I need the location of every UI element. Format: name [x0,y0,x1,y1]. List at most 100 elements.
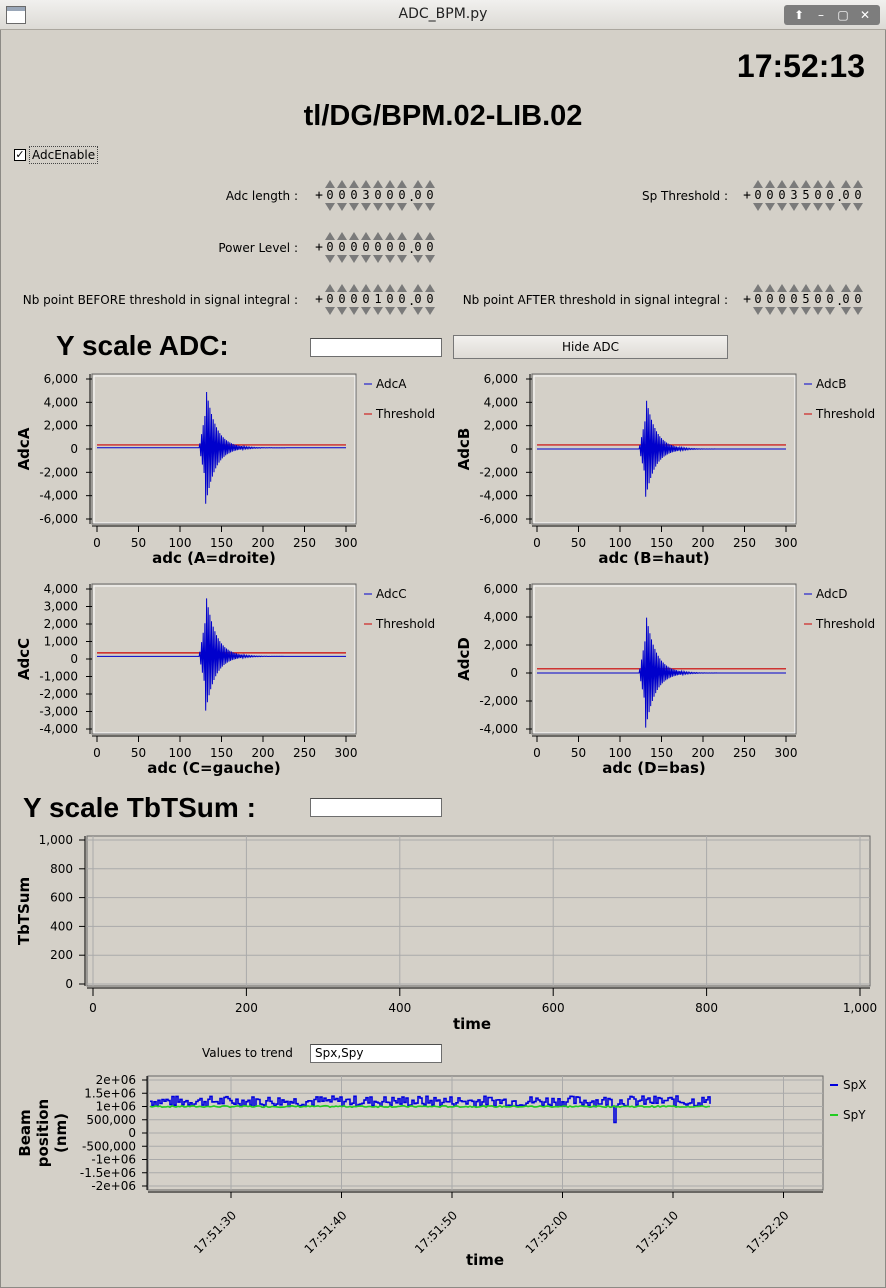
nb-after-wheel[interactable]: +0 0 0 0 5 0 0. 0 0 [742,284,864,315]
increment-arrow-icon[interactable] [413,180,423,188]
decrement-arrow-icon[interactable] [765,203,775,211]
decrement-arrow-icon[interactable] [841,307,851,315]
increment-arrow-icon[interactable] [777,180,787,188]
decrement-arrow-icon[interactable] [853,307,863,315]
sp-threshold-wheel[interactable]: +0 0 0 3 5 0 0. 0 0 [742,180,864,211]
increment-arrow-icon[interactable] [425,180,435,188]
decrement-arrow-icon[interactable] [325,255,335,263]
adc-enable-row[interactable]: ✓ AdcEnable [14,146,99,164]
minimize-button[interactable]: – [818,8,824,22]
increment-arrow-icon[interactable] [361,232,371,240]
adc-length-wheel[interactable]: +0 0 0 3 0 0 0. 0 0 [314,180,436,211]
increment-arrow-icon[interactable] [397,284,407,292]
decrement-arrow-icon[interactable] [397,307,407,315]
increment-arrow-icon[interactable] [753,180,763,188]
increment-arrow-icon[interactable] [801,180,811,188]
decrement-arrow-icon[interactable] [349,255,359,263]
shade-button[interactable]: ⬆ [793,8,805,22]
decrement-arrow-icon[interactable] [425,307,435,315]
increment-arrow-icon[interactable] [425,284,435,292]
maximize-button[interactable]: ▢ [837,8,849,22]
decrement-arrow-icon[interactable] [789,203,799,211]
decrement-arrow-icon[interactable] [413,203,423,211]
increment-arrow-icon[interactable] [813,180,823,188]
decrement-arrow-icon[interactable] [413,255,423,263]
increment-arrow-icon[interactable] [337,284,347,292]
increment-arrow-icon[interactable] [349,232,359,240]
increment-arrow-icon[interactable] [853,180,863,188]
increment-arrow-icon[interactable] [825,284,835,292]
decrement-arrow-icon[interactable] [789,307,799,315]
adc-enable-checkbox[interactable]: ✓ [14,148,26,161]
decrement-arrow-icon[interactable] [813,203,823,211]
decrement-arrow-icon[interactable] [413,307,423,315]
decrement-arrow-icon[interactable] [777,203,787,211]
increment-arrow-icon[interactable] [397,180,407,188]
increment-arrow-icon[interactable] [361,284,371,292]
decrement-arrow-icon[interactable] [825,203,835,211]
decrement-arrow-icon[interactable] [385,255,395,263]
decrement-arrow-icon[interactable] [841,203,851,211]
increment-arrow-icon[interactable] [337,180,347,188]
decrement-arrow-icon[interactable] [397,255,407,263]
increment-arrow-icon[interactable] [349,180,359,188]
decrement-arrow-icon[interactable] [337,255,347,263]
decrement-arrow-icon[interactable] [813,307,823,315]
decrement-arrow-icon[interactable] [373,203,383,211]
decrement-arrow-icon[interactable] [337,307,347,315]
increment-arrow-icon[interactable] [413,284,423,292]
increment-arrow-icon[interactable] [385,232,395,240]
increment-arrow-icon[interactable] [413,232,423,240]
decrement-arrow-icon[interactable] [853,203,863,211]
decrement-arrow-icon[interactable] [349,203,359,211]
increment-arrow-icon[interactable] [425,232,435,240]
increment-arrow-icon[interactable] [325,284,335,292]
increment-arrow-icon[interactable] [361,180,371,188]
y-scale-adc-input[interactable] [310,338,442,357]
increment-arrow-icon[interactable] [853,284,863,292]
increment-arrow-icon[interactable] [789,284,799,292]
increment-arrow-icon[interactable] [825,180,835,188]
increment-arrow-icon[interactable] [397,232,407,240]
decrement-arrow-icon[interactable] [825,307,835,315]
decrement-arrow-icon[interactable] [325,203,335,211]
decrement-arrow-icon[interactable] [753,203,763,211]
trend-input[interactable]: Spx,Spy [310,1044,442,1063]
decrement-arrow-icon[interactable] [801,203,811,211]
increment-arrow-icon[interactable] [325,180,335,188]
decrement-arrow-icon[interactable] [361,255,371,263]
increment-arrow-icon[interactable] [373,284,383,292]
decrement-arrow-icon[interactable] [425,203,435,211]
increment-arrow-icon[interactable] [765,180,775,188]
decrement-arrow-icon[interactable] [325,307,335,315]
increment-arrow-icon[interactable] [337,232,347,240]
title-bar[interactable]: ADC_BPM.py ⬆ – ▢ ✕ [0,0,886,30]
decrement-arrow-icon[interactable] [385,307,395,315]
increment-arrow-icon[interactable] [841,284,851,292]
increment-arrow-icon[interactable] [813,284,823,292]
decrement-arrow-icon[interactable] [385,203,395,211]
decrement-arrow-icon[interactable] [361,307,371,315]
decrement-arrow-icon[interactable] [373,307,383,315]
increment-arrow-icon[interactable] [349,284,359,292]
increment-arrow-icon[interactable] [373,180,383,188]
nb-before-wheel[interactable]: +0 0 0 0 1 0 0. 0 0 [314,284,436,315]
decrement-arrow-icon[interactable] [753,307,763,315]
increment-arrow-icon[interactable] [373,232,383,240]
decrement-arrow-icon[interactable] [337,203,347,211]
decrement-arrow-icon[interactable] [373,255,383,263]
hide-adc-button[interactable]: Hide ADC [453,335,728,359]
increment-arrow-icon[interactable] [777,284,787,292]
decrement-arrow-icon[interactable] [801,307,811,315]
close-button[interactable]: ✕ [859,8,871,22]
increment-arrow-icon[interactable] [841,180,851,188]
increment-arrow-icon[interactable] [385,284,395,292]
decrement-arrow-icon[interactable] [349,307,359,315]
increment-arrow-icon[interactable] [753,284,763,292]
increment-arrow-icon[interactable] [801,284,811,292]
increment-arrow-icon[interactable] [789,180,799,188]
decrement-arrow-icon[interactable] [361,203,371,211]
increment-arrow-icon[interactable] [325,232,335,240]
increment-arrow-icon[interactable] [765,284,775,292]
decrement-arrow-icon[interactable] [425,255,435,263]
